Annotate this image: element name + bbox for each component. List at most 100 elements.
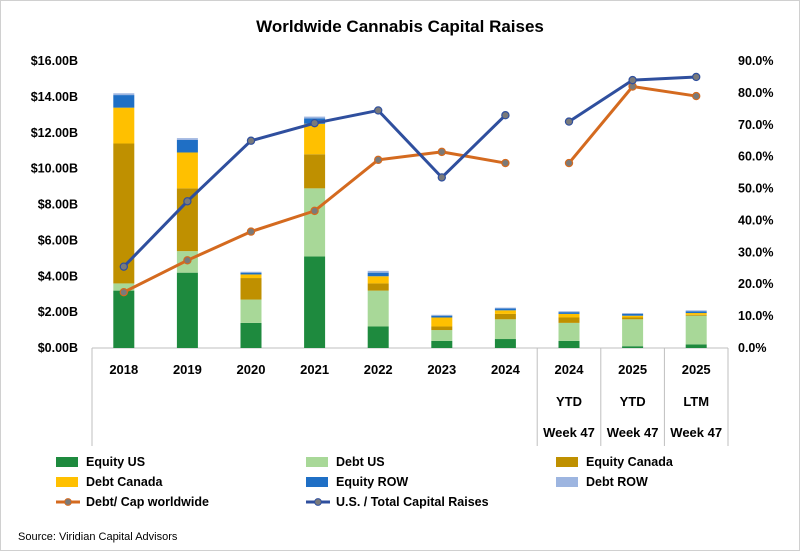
bar-segment (304, 188, 326, 257)
category-labels: 2018 2019 2020 2021 2022 2023 2024 2024 YTD Week … (91, 348, 729, 446)
category-label: YTD (620, 394, 646, 409)
legend: Equity US Debt US Equity Canada Debt Canada… (56, 455, 674, 509)
bar-segment (431, 315, 453, 318)
bar-segment (367, 326, 389, 348)
bar-segment (494, 307, 516, 309)
category-label: Week 47 (670, 425, 722, 440)
bar-segment (240, 299, 262, 323)
legend-swatch (56, 457, 78, 467)
bar-segment (113, 95, 135, 108)
bar-segment (431, 317, 453, 327)
bar-segment (622, 313, 644, 314)
bar-segment (558, 340, 580, 348)
y-left-tick-label: $14.00B (31, 90, 78, 104)
legend-swatch (556, 457, 578, 467)
legend-label: Debt Canada (86, 475, 163, 489)
category-label: LTM (683, 394, 709, 409)
legend-swatch (306, 457, 328, 467)
series-line (567, 85, 697, 165)
line-point (501, 111, 510, 120)
bar-segment (176, 139, 198, 153)
legend-label: Equity Canada (586, 455, 674, 469)
bar-segment (113, 93, 135, 96)
y-left-tick-label: $4.00B (38, 269, 78, 283)
bar-segment (558, 312, 580, 314)
y-left-tick-label: $6.00B (38, 233, 78, 247)
bar-segment (622, 313, 644, 316)
y-left-tick-label: $10.00B (31, 162, 78, 176)
bar-segment (685, 310, 707, 312)
line-point (374, 155, 383, 165)
bar-segment (113, 107, 135, 144)
category-label: 2021 (300, 362, 329, 377)
legend-marker (64, 498, 72, 506)
bar-segment (622, 315, 644, 318)
y-left-tick-label: $16.00B (31, 54, 78, 68)
category-label: 2022 (364, 362, 393, 377)
y-left-tick-label: $8.00B (38, 198, 78, 212)
y-right-tick-label: 10.0% (738, 309, 773, 323)
axes: $0.00B $2.00B $4.00B $6.00B $8.00B $10.00B $12… (31, 54, 774, 355)
bar-segment (622, 317, 644, 320)
legend-swatch (56, 477, 78, 487)
bar-segment (367, 283, 389, 291)
y-right-tick-label: 90.0% (738, 54, 773, 68)
line-point (437, 173, 446, 182)
category-label: 2025 (618, 362, 647, 377)
y-left-tick-label: $0.00B (38, 341, 78, 355)
y-right-tick-label: 80.0% (738, 86, 773, 100)
y-right-tick-label: 60.0% (738, 150, 773, 164)
bar-segment (622, 346, 644, 348)
bar-segment (304, 154, 326, 189)
bar-segment (367, 272, 389, 277)
y-right-tick-label: 50.0% (738, 182, 773, 196)
line-point (564, 117, 574, 126)
bar-segment (240, 271, 262, 273)
bar-segment (176, 272, 198, 348)
legend-label: Equity US (86, 455, 145, 469)
bar-segment (431, 326, 453, 331)
legend-marker (314, 498, 322, 506)
bar-segment (113, 283, 135, 291)
bar-series (113, 93, 707, 348)
y-right-tick-label: 20.0% (738, 277, 773, 291)
bar-segment (494, 308, 516, 311)
category-label: 2024 (491, 362, 521, 377)
line-point (628, 75, 637, 85)
line-point (692, 91, 701, 101)
y-right-tick-label: 0.0% (738, 341, 767, 355)
bar-segment (240, 322, 262, 348)
bar-segment (685, 314, 707, 316)
bar-segment (367, 276, 389, 284)
line-point (310, 206, 319, 216)
line-point (119, 287, 129, 297)
line-point (437, 147, 446, 157)
y-right-tick-label: 70.0% (738, 118, 773, 132)
line-point (501, 158, 510, 168)
bar-segment (685, 313, 707, 315)
category-label: 2020 (237, 362, 266, 377)
bar-segment (431, 340, 453, 348)
category-label: 2019 (173, 362, 202, 377)
bar-segment (494, 310, 516, 314)
source-note: Source: Viridian Capital Advisors (18, 531, 178, 543)
y-right-tick-label: 30.0% (738, 245, 773, 259)
bar-segment (304, 256, 326, 348)
bar-segment (558, 313, 580, 318)
y-left-tick-label: $2.00B (38, 305, 78, 319)
legend-label: U.S. / Total Capital Raises (336, 495, 489, 509)
y-left-tick-label: $12.00B (31, 126, 78, 140)
chart-title: Worldwide Cannabis Capital Raises (256, 17, 544, 36)
bar-segment (304, 123, 326, 155)
bar-segment (494, 339, 516, 348)
legend-label: Debt ROW (586, 475, 648, 489)
line-point (246, 136, 256, 145)
bar-segment (685, 344, 707, 348)
bar-segment (685, 315, 707, 345)
y-right-tick-label: 40.0% (738, 213, 773, 227)
bar-segment (558, 322, 580, 341)
bar-segment (176, 138, 198, 140)
category-label: 2018 (109, 362, 138, 377)
line-point (183, 197, 192, 206)
bar-segment (113, 143, 135, 284)
